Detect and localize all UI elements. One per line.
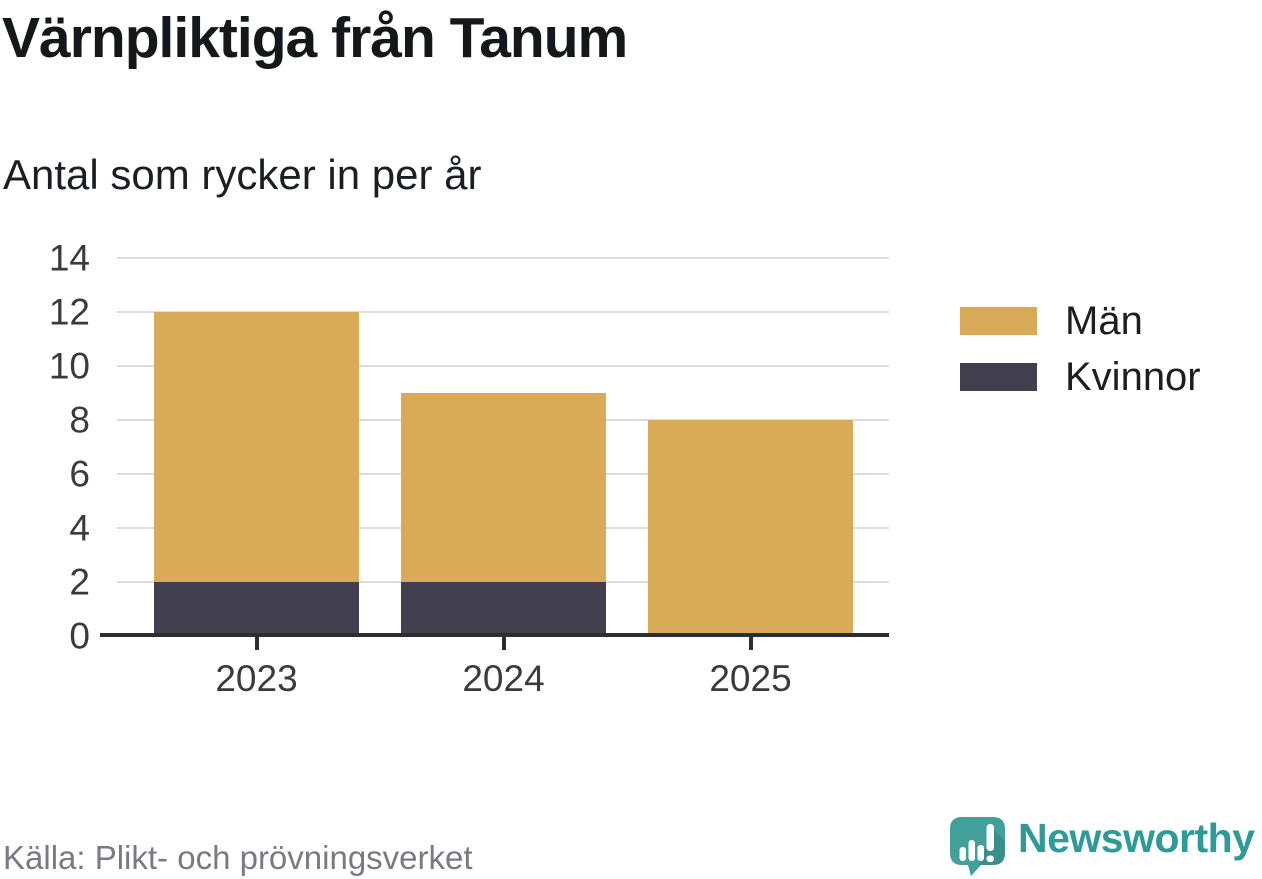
newsworthy-wordmark: Newsworthy bbox=[1018, 815, 1255, 861]
bar-segment-män-2023 bbox=[154, 312, 359, 582]
gridline bbox=[117, 257, 889, 259]
x-axis-tick bbox=[501, 637, 506, 650]
bar-segment-kvinnor-2023 bbox=[154, 582, 359, 636]
bar-segment-kvinnor-2024 bbox=[401, 582, 606, 636]
chart-subtitle: Antal som rycker in per år bbox=[3, 151, 482, 198]
x-axis-line bbox=[100, 633, 889, 637]
legend-swatch-kvinnor bbox=[960, 363, 1037, 391]
legend-swatch-män bbox=[960, 307, 1037, 335]
x-axis-tick-label: 2023 bbox=[215, 658, 298, 699]
newsworthy-speech-bubble-bar-chart-icon bbox=[950, 817, 1005, 876]
newsworthy-logo[interactable]: Newsworthy bbox=[948, 815, 1255, 877]
legend-item-män: Män bbox=[960, 301, 1143, 341]
y-axis-tick-label: 2 bbox=[69, 561, 90, 603]
x-axis-tick bbox=[254, 637, 259, 650]
y-axis-tick-label: 4 bbox=[69, 507, 90, 549]
gridline bbox=[117, 365, 889, 367]
source-text: Källa: Plikt- och prövningsverket bbox=[3, 839, 473, 876]
y-axis-tick-label: 6 bbox=[69, 453, 90, 495]
gridline bbox=[117, 311, 889, 313]
bar-segment-män-2024 bbox=[401, 393, 606, 582]
y-axis-tick-label: 10 bbox=[48, 345, 90, 387]
legend-label: Kvinnor bbox=[1065, 355, 1201, 399]
y-axis-tick-label: 8 bbox=[69, 399, 90, 441]
chart-title: Värnpliktiga från Tanum bbox=[2, 6, 628, 70]
y-axis-tick-label: 14 bbox=[48, 237, 90, 279]
bar-segment-män-2025 bbox=[648, 420, 853, 636]
x-axis-tick-label: 2024 bbox=[462, 658, 545, 699]
legend-item-kvinnor: Kvinnor bbox=[960, 357, 1201, 397]
x-axis-tick-label: 2025 bbox=[709, 658, 792, 699]
x-axis-tick bbox=[748, 637, 753, 650]
y-axis-tick-label: 0 bbox=[69, 615, 90, 657]
legend-label: Män bbox=[1065, 299, 1143, 343]
y-axis-tick-label: 12 bbox=[48, 291, 90, 333]
